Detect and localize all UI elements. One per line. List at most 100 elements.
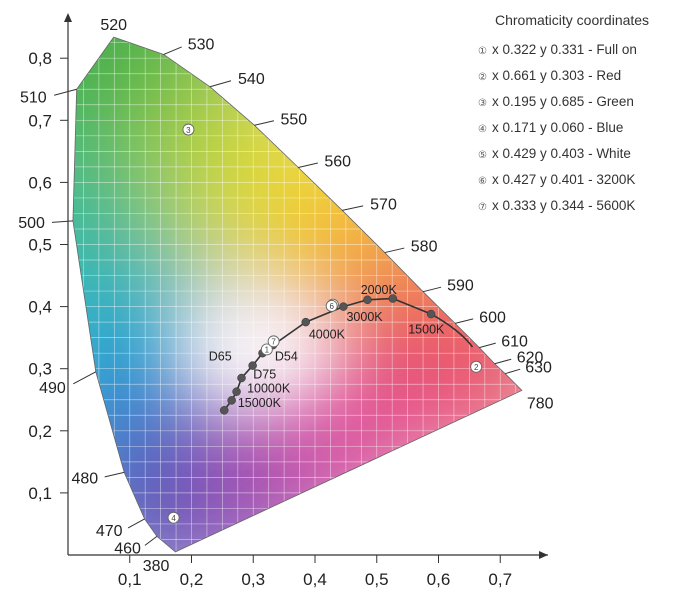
legend-row: ③ x 0.195 y 0.685 - Green — [478, 89, 678, 115]
x-tick-label: 0,1 — [118, 570, 142, 589]
planckian-marker — [219, 406, 229, 415]
cct-label: 4000K — [309, 327, 346, 341]
axes: 0,1 0,2 0,3 0,4 0,5 0,6 0,7 0,1 0,2 0,3 0,4 0,5 0,6 0… — [28, 13, 548, 589]
point-marker — [167, 511, 180, 524]
cct-label: D65 — [209, 350, 232, 364]
chromaticity-points: 1234567 — [167, 123, 483, 524]
wavelength-label: 590 — [447, 278, 474, 295]
point-marker — [182, 123, 195, 136]
legend-row: ② x 0.661 y 0.303 - Red — [478, 63, 678, 89]
x-tick-label: 0,3 — [241, 570, 265, 589]
point-marker — [260, 343, 273, 356]
wavelength-label: 620 — [517, 350, 544, 367]
wavelength-leader — [479, 342, 496, 349]
legend-text: x 0.427 y 0.401 - 3200K — [492, 172, 636, 187]
wavelength-leader — [298, 162, 318, 168]
wavelength-leader — [384, 247, 405, 254]
wavelength-label: 540 — [238, 71, 265, 88]
wavelength-leader — [505, 368, 521, 375]
legend-symbol: ⑤ — [478, 150, 487, 161]
point-full-on: 1 — [260, 343, 273, 356]
cct-label: 3000K — [346, 310, 383, 324]
point-id-label: 2 — [474, 363, 479, 372]
wavelength-label: 500 — [18, 215, 45, 232]
y-tick-label: 0,2 — [28, 422, 52, 441]
wavelength-label: 780 — [527, 395, 554, 412]
wavelength-label: 460 — [114, 540, 141, 557]
x-tick-label: 0,4 — [303, 570, 327, 589]
wavelength-leader — [209, 80, 232, 88]
y-axis-arrow — [64, 13, 72, 22]
wavelength-label: 510 — [20, 89, 47, 106]
planckian-marker — [248, 361, 257, 370]
legend-symbol: ③ — [478, 98, 487, 109]
y-tick-label: 0,5 — [28, 236, 52, 255]
planckian-marker — [388, 294, 398, 303]
legend-row: ⑥ x 0.427 y 0.401 - 3200K — [478, 167, 678, 193]
wavelength-leader — [163, 46, 182, 55]
legend-text: x 0.333 y 0.344 - 5600K — [492, 198, 636, 213]
planckian-marker — [237, 373, 246, 383]
wavelength-label: 600 — [479, 309, 506, 326]
wavelength-label: 480 — [71, 470, 98, 487]
wavelength-leader — [54, 88, 77, 96]
planckian-marker — [227, 396, 236, 405]
cct-label: 15000K — [238, 396, 282, 410]
wavelength-leader — [422, 286, 442, 293]
gamut-blob — [356, 311, 497, 452]
point-marker — [325, 300, 338, 312]
wavelength-leader — [455, 318, 474, 324]
legend-row: ⑤ x 0.429 y 0.403 - White — [478, 141, 678, 167]
legend-symbol: ② — [478, 72, 487, 83]
point-green: 3 — [182, 123, 195, 136]
wavelength-label: 570 — [370, 196, 397, 213]
point-id-label: 6 — [329, 302, 334, 311]
wavelength-leader — [127, 518, 145, 529]
legend-row: ⑦ x 0.333 y 0.344 - 5600K — [478, 193, 678, 219]
legend-symbol: ⑥ — [478, 176, 487, 187]
wavelength-label: 630 — [525, 360, 552, 377]
legend-row: ④ x 0.171 y 0.060 - Blue — [478, 115, 678, 141]
planckian-marker — [339, 302, 348, 311]
point-marker — [470, 360, 483, 373]
wavelength-label: 580 — [411, 239, 438, 256]
y-tick-label: 0,3 — [28, 360, 52, 379]
wavelength-leader — [51, 220, 73, 223]
legend-text: x 0.195 y 0.685 - Green — [492, 94, 634, 109]
planckian-curve — [223, 297, 474, 411]
x-tick-label: 0,6 — [427, 570, 451, 589]
x-tick-label: 0,2 — [180, 570, 204, 589]
cct-label: D75 — [253, 368, 276, 382]
point-id-label: 4 — [171, 514, 176, 523]
point-id-label: 3 — [186, 126, 191, 135]
legend-text: x 0.322 y 0.331 - Full on — [492, 42, 637, 57]
planckian-marker — [232, 387, 241, 396]
wavelength-leader — [144, 535, 158, 546]
wavelength-leader — [73, 371, 97, 385]
legend-title: Chromaticity coordinates — [495, 12, 650, 28]
legend-symbol: ① — [478, 46, 487, 57]
point-blue: 4 — [167, 511, 180, 524]
planckian-marker — [363, 295, 372, 305]
wavelength-label: 470 — [96, 523, 123, 540]
planckian-marker — [301, 317, 310, 327]
y-tick-label: 0,6 — [28, 173, 52, 192]
legend: Chromaticity coordinates ① x 0.322 y 0.33… — [478, 12, 678, 219]
legend-row: ① x 0.322 y 0.331 - Full on — [478, 37, 678, 63]
point-id-label: 7 — [271, 338, 276, 347]
wavelength-leader — [494, 358, 512, 365]
x-axis-arrow — [539, 551, 548, 559]
wavelength-label: 550 — [280, 111, 307, 128]
wavelength-leader — [342, 205, 364, 211]
cct-label: 1500K — [408, 322, 445, 336]
cct-label: D54 — [275, 350, 298, 364]
legend-text: x 0.429 y 0.403 - White — [492, 146, 631, 161]
point-red: 2 — [470, 360, 483, 373]
wavelength-leader — [104, 471, 125, 478]
wavelength-label: 380 — [143, 558, 170, 575]
y-tick-label: 0,1 — [28, 484, 52, 503]
wavelength-label: 520 — [100, 17, 127, 34]
legend-symbol: ④ — [478, 124, 487, 135]
x-tick-label: 0,5 — [365, 570, 389, 589]
